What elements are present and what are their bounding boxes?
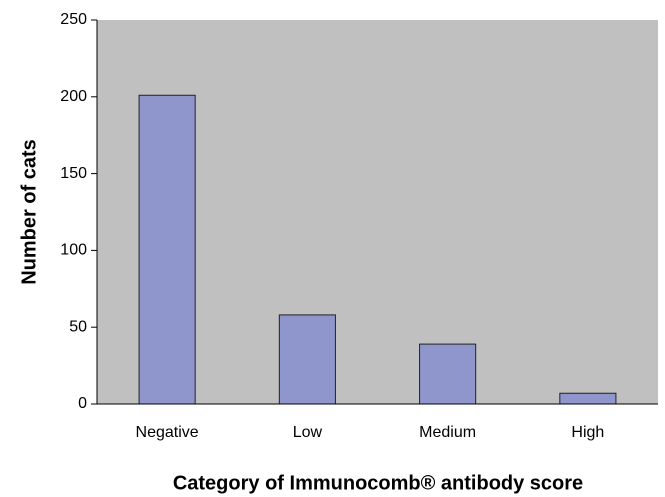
y-tick-label: 50 xyxy=(69,318,87,335)
y-tick-label: 100 xyxy=(60,242,87,259)
y-tick-label: 200 xyxy=(60,88,87,105)
y-tick-label: 150 xyxy=(60,165,87,182)
y-axis-title: Number of cats xyxy=(18,139,40,285)
x-tick-label: Medium xyxy=(419,424,476,441)
y-tick-label: 250 xyxy=(60,11,87,28)
bar xyxy=(138,94,196,405)
x-tick-label: High xyxy=(571,424,604,441)
x-axis-title: Category of Immunocomb® antibody score xyxy=(173,472,583,494)
bar xyxy=(278,314,336,405)
bar xyxy=(419,343,477,405)
y-tick-label: 0 xyxy=(78,395,87,412)
bar xyxy=(559,392,617,405)
x-tick-label: Low xyxy=(293,424,323,441)
x-tick-label: Negative xyxy=(136,424,199,441)
